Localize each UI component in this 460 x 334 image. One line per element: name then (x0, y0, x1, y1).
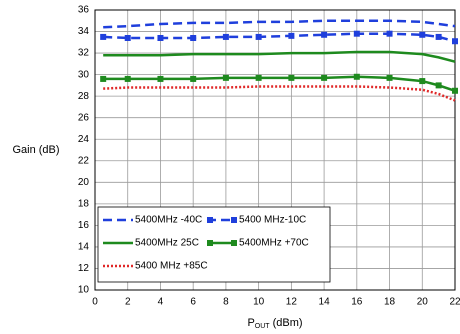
x-tick-label: 22 (449, 297, 460, 308)
series-marker (222, 74, 229, 81)
series-line (103, 50, 456, 63)
series-marker (190, 75, 197, 82)
x-tick-label: 0 (92, 297, 98, 308)
series-marker (419, 78, 426, 85)
y-tick-label: 30 (78, 69, 90, 80)
y-tick-label: 36 (78, 5, 90, 16)
legend-marker (231, 217, 237, 223)
series-marker (321, 74, 328, 81)
series-marker (222, 33, 229, 40)
series-marker (452, 87, 458, 94)
series-line (103, 19, 456, 29)
y-tick-label: 22 (78, 155, 90, 166)
series-marker (321, 31, 328, 38)
series-marker (157, 75, 164, 82)
series-line (103, 32, 456, 43)
series-marker (419, 31, 426, 38)
y-tick-label: 14 (78, 242, 90, 253)
series-marker (100, 33, 107, 40)
y-axis-label: Gain (dB) (12, 144, 59, 156)
legend-marker (207, 217, 213, 223)
plot-frame (94, 9, 456, 291)
series-marker (435, 33, 442, 40)
legend-label: 5400 MHz +85C (135, 261, 208, 272)
series-line (103, 85, 456, 102)
series-marker (435, 82, 442, 89)
x-tick-label: 16 (351, 297, 363, 308)
series-marker (386, 30, 393, 37)
series-marker (255, 74, 262, 81)
y-tick-label: 26 (78, 112, 90, 123)
legend: 5400MHz -40C 5400 MHz-10C 5400MHz 25C 5400M… (97, 206, 331, 283)
x-tick-label: 4 (158, 297, 164, 308)
series-marker (255, 33, 262, 40)
legend-label: 5400 MHz-10C (239, 215, 306, 226)
series-marker (124, 35, 131, 41)
series-marker (288, 32, 295, 39)
legend-marker (207, 240, 213, 246)
series-marker (190, 35, 197, 41)
x-tick-label: 18 (384, 297, 396, 308)
series-marker (452, 38, 458, 45)
y-tick-label: 16 (78, 220, 90, 231)
series-marker (288, 74, 295, 81)
y-tick-label: 34 (78, 26, 90, 37)
y-tick-label: 24 (78, 134, 90, 145)
legend-marker (231, 240, 237, 246)
legend-label: 5400MHz 25C (135, 238, 199, 249)
legend-label: 5400MHz +70C (239, 238, 309, 249)
x-tick-label: 12 (286, 297, 298, 308)
x-tick-label: 10 (253, 297, 265, 308)
series-marker (124, 75, 131, 82)
x-label-unit: (dBm) (270, 317, 303, 329)
x-tick-label: 14 (319, 297, 331, 308)
y-tick-label: 12 (78, 263, 90, 274)
y-tick-label: 18 (78, 198, 90, 209)
y-tick-label: 20 (78, 177, 90, 188)
y-tick-label: 32 (78, 48, 90, 59)
x-label-main: P (247, 317, 254, 329)
x-tick-label: 2 (125, 297, 131, 308)
y-tick-label: 28 (78, 91, 90, 102)
y-tick-label: 10 (78, 285, 90, 296)
series-marker (353, 30, 360, 37)
series-marker (386, 74, 393, 81)
series-marker (100, 75, 107, 82)
x-tick-label: 20 (417, 297, 429, 308)
x-axis-label: POUT (dBm) (247, 317, 302, 330)
x-tick-label: 6 (190, 297, 196, 308)
series-marker (353, 73, 360, 80)
x-label-sub: OUT (255, 323, 271, 330)
x-tick-label: 8 (223, 297, 229, 308)
series-marker (157, 35, 164, 41)
legend-label: 5400MHz -40C (135, 215, 202, 226)
